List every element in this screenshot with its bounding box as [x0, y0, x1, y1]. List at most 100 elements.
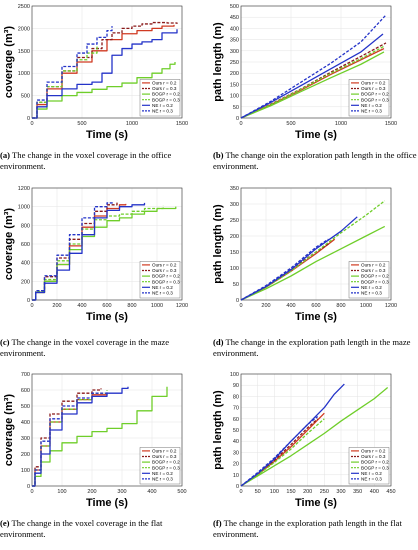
y-tick-label: 0 — [27, 484, 30, 490]
x-tick-label: 500 — [77, 121, 86, 127]
legend-entry: NE r = 0.3 — [361, 109, 382, 114]
y-tick-label: 2000 — [18, 26, 30, 32]
x-tick-label: 50 — [255, 489, 261, 495]
y-tick-label: 0 — [27, 298, 30, 304]
legend-entry: BOGP r = 0.2 — [152, 460, 180, 465]
y-tick-label: 350 — [230, 186, 239, 192]
legend-entry: Ours r = 0.2 — [152, 263, 177, 268]
y-axis-label: path length (m) — [212, 22, 224, 102]
x-tick-label: 350 — [353, 489, 362, 495]
y-tick-label: 10 — [233, 473, 239, 479]
y-tick-label: 500 — [21, 94, 30, 100]
axes-frame — [240, 373, 392, 487]
legend-entry: NE r = 0.3 — [361, 291, 382, 296]
y-axis-label: path length (m) — [212, 390, 224, 470]
y-tick-label: 90 — [233, 383, 239, 389]
x-tick-label: 400 — [370, 489, 379, 495]
y-tick-label: 30 — [233, 450, 239, 456]
y-tick-label: 300 — [230, 202, 239, 208]
x-axis-label: Time (s) — [86, 311, 128, 323]
y-tick-label: 50 — [233, 428, 239, 434]
legend-entry: Ours r = 0.2 — [152, 449, 177, 454]
y-tick-label: 40 — [233, 439, 239, 445]
series-line — [240, 14, 387, 119]
legend-entry: BOGP r = 0.3 — [361, 97, 389, 102]
caption-label: (a) — [0, 150, 11, 160]
y-tick-label: 150 — [230, 82, 239, 88]
axes-frame — [31, 373, 183, 487]
y-tick-label: 80 — [233, 394, 239, 400]
x-tick-label: 500 — [177, 489, 186, 495]
chart-f: 0 50 100 150 200 250 300 350 400 450 0 10 20 30 40 50 60… — [212, 372, 396, 509]
x-tick-label: 0 — [30, 121, 33, 127]
legend-entry: NE r = 0.2 — [361, 285, 382, 290]
legend-entry: Ours r = 0.2 — [361, 263, 386, 268]
legend-entry: BOGP r = 0.3 — [152, 279, 180, 284]
series-line — [32, 386, 129, 487]
legend-entry: Ours r = 0.2 — [361, 81, 386, 86]
x-tick-label: 100 — [57, 489, 66, 495]
legend-entry: NE r = 0.2 — [361, 103, 382, 108]
caption-label: (d) — [213, 337, 224, 347]
y-tick-label: 0 — [27, 116, 30, 122]
y-tick-label: 2500 — [18, 4, 30, 10]
legend-entry: Ours r = 0.3 — [361, 454, 386, 459]
y-tick-label: 70 — [233, 406, 239, 412]
y-tick-label: 50 — [233, 105, 239, 111]
axes-frame — [240, 187, 392, 301]
legend-entry: NE r = 0.3 — [361, 477, 382, 482]
axes-frame — [240, 5, 392, 119]
x-tick-label: 0 — [239, 303, 242, 309]
y-tick-label: 0 — [236, 116, 239, 122]
caption-text: The change in the voxel coverage in the … — [0, 337, 170, 358]
caption-d: (d) The change in the exploration path l… — [213, 337, 418, 359]
chart-c: 0 200 400 600 800 1000 1200 0 200 400 600 800 1000 12… — [3, 186, 188, 323]
y-tick-label: 400 — [230, 26, 239, 32]
legend-entry: Ours r = 0.3 — [152, 454, 177, 459]
y-tick-label: 400 — [21, 261, 30, 267]
caption-e: (e) The change in the voxel coverage in … — [0, 518, 205, 540]
caption-c: (c) The change in the voxel coverage in … — [0, 337, 205, 359]
chart-d: 0 200 400 600 800 1000 1200 0 50 100 150 200 250 300 3… — [212, 186, 397, 323]
y-tick-label: 100 — [230, 266, 239, 272]
legend-entry: BOGP r = 0.3 — [361, 465, 389, 470]
legend-box — [139, 261, 181, 299]
series-line — [240, 47, 385, 119]
x-tick-label: 0 — [239, 489, 242, 495]
y-tick-label: 300 — [230, 49, 239, 55]
x-axis-label: Time (s) — [295, 497, 337, 509]
chart-e: 0 100 200 300 400 500 0 100 200 300 400 500 600 700 Ti… — [3, 372, 187, 509]
x-tick-label: 800 — [127, 303, 136, 309]
x-tick-label: 450 — [386, 489, 395, 495]
legend-entry: BOGP r = 0.3 — [152, 97, 180, 102]
x-tick-label: 400 — [77, 303, 86, 309]
caption-label: (c) — [0, 337, 10, 347]
legend-entry: NE r = 0.3 — [152, 477, 173, 482]
x-tick-label: 1000 — [360, 303, 372, 309]
y-tick-label: 1000 — [18, 71, 30, 77]
series-line — [240, 225, 386, 301]
legend-entry: Ours r = 0.2 — [152, 81, 177, 86]
x-tick-label: 500 — [286, 121, 295, 127]
axes-frame — [31, 187, 183, 301]
chart-b: 0 500 1000 1500 0 50 100 150 200 250 300 350 400 450 5… — [212, 4, 397, 141]
x-tick-label: 600 — [311, 303, 320, 309]
caption-label: (f) — [213, 518, 222, 528]
x-tick-label: 1500 — [385, 121, 397, 127]
y-tick-label: 150 — [230, 250, 239, 256]
x-tick-label: 250 — [320, 489, 329, 495]
x-tick-label: 1200 — [176, 303, 188, 309]
y-tick-label: 0 — [236, 484, 239, 490]
legend-entry: NE r = 0.2 — [152, 285, 173, 290]
x-tick-label: 200 — [87, 489, 96, 495]
y-tick-label: 100 — [230, 94, 239, 100]
caption-a: (a) The change in the voxel coverage in … — [0, 150, 205, 172]
x-tick-label: 800 — [336, 303, 345, 309]
series-line — [240, 216, 358, 301]
x-tick-label: 1000 — [151, 303, 163, 309]
legend-entry: Ours r = 0.2 — [361, 449, 386, 454]
x-tick-label: 400 — [286, 303, 295, 309]
y-tick-label: 100 — [230, 372, 239, 378]
chart-a: 0 500 1000 1500 0 500 1000 1500 2000 2500 Time (s)… — [3, 4, 188, 141]
y-tick-label: 0 — [236, 298, 239, 304]
